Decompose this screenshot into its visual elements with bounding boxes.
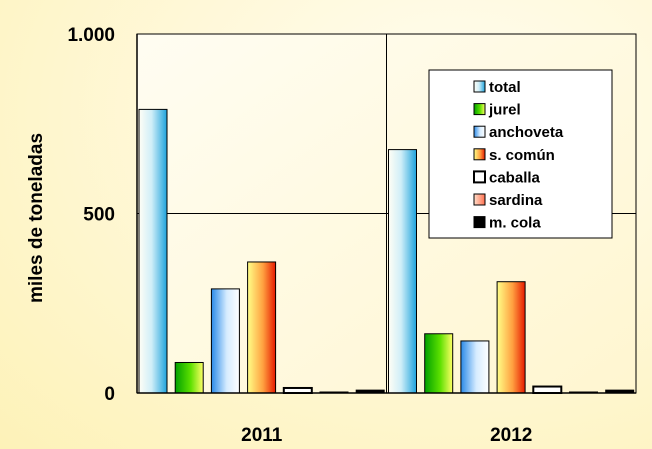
legend-swatch <box>473 103 486 116</box>
x-category-label: 2012 <box>490 425 532 446</box>
legend-label: m. cola <box>489 215 541 232</box>
legend-swatch <box>473 148 486 161</box>
legend-label: sardina <box>489 192 543 209</box>
bars <box>138 108 635 394</box>
x-category-labels: 2011 2012 <box>241 425 532 446</box>
bar-s-com-n-2011 <box>247 261 277 394</box>
y-tick-label: 500 <box>83 205 115 226</box>
legend-swatch <box>473 125 486 138</box>
legend-swatch <box>473 170 486 184</box>
bar-total-2012 <box>388 149 417 394</box>
axes <box>136 34 636 394</box>
bar-caballa-2011 <box>282 386 313 394</box>
legend-swatch <box>473 193 486 206</box>
x-category-label: 2011 <box>241 425 283 446</box>
legend-label: total <box>489 79 521 96</box>
y-tick-label: 1.000 <box>67 25 115 46</box>
legend-swatch <box>473 80 486 93</box>
bar-anchoveta-2012 <box>460 340 490 394</box>
legend-label: jurel <box>488 102 521 119</box>
bar-total-2011 <box>138 108 168 394</box>
legend-label: anchoveta <box>489 124 564 141</box>
bar-s-com-n-2012 <box>496 281 526 394</box>
legend-box <box>428 69 613 239</box>
bar-jurel-2011 <box>174 361 204 394</box>
legend-label: s. común <box>489 147 555 164</box>
legend-label: caballa <box>489 169 541 186</box>
y-axis-label: miles de toneladas <box>26 133 47 303</box>
legend-swatch <box>473 216 486 229</box>
y-tick-label: 0 <box>104 384 115 405</box>
bar-caballa-2012 <box>532 385 563 394</box>
bar-jurel-2012 <box>424 333 454 394</box>
legend: total jurel anchoveta s. común caballa sardin… <box>428 69 613 239</box>
bar-anchoveta-2011 <box>210 288 240 394</box>
y-tick-labels: 0 500 1.000 <box>67 25 115 405</box>
